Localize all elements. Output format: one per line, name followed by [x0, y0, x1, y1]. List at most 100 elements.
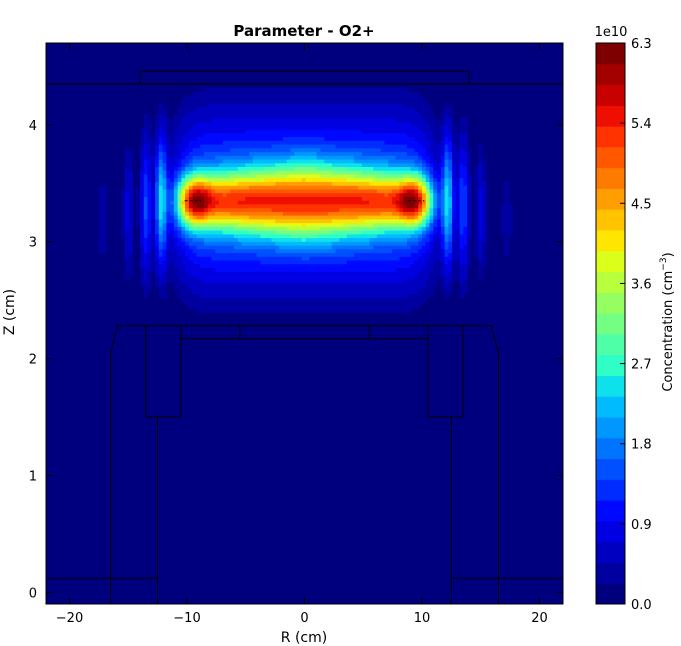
field-cell [459, 211, 464, 216]
field-cell [335, 278, 340, 283]
field-cell [452, 185, 457, 190]
field-cell [215, 211, 220, 216]
field-cell [343, 271, 348, 276]
field-cell [399, 282, 404, 287]
field-cell [440, 259, 446, 265]
field-cell [237, 271, 243, 276]
field-cell [177, 207, 182, 212]
field-cell [181, 188, 186, 194]
field-cell [282, 282, 288, 287]
field-cell [177, 129, 182, 134]
field-cell [267, 263, 273, 268]
field-cell [222, 286, 228, 291]
field-cell [350, 162, 355, 168]
field-cell [444, 162, 449, 168]
field-cell [331, 132, 337, 138]
field-cell [185, 282, 190, 287]
field-cell [391, 177, 397, 182]
field-cell [200, 297, 205, 302]
field-cell [241, 121, 246, 126]
field-cell [241, 147, 246, 153]
field-cell [376, 289, 382, 295]
field-cell [444, 143, 449, 149]
field-cell [196, 308, 201, 313]
field-cell [294, 192, 299, 197]
field-cell [162, 233, 167, 239]
field-cell [279, 196, 284, 201]
field-cell [350, 289, 355, 295]
field-cell [275, 181, 280, 186]
field-cell [350, 203, 355, 209]
field-cell [384, 129, 389, 134]
field-cell [365, 304, 370, 310]
field-cell [192, 207, 197, 212]
field-cell [312, 155, 318, 160]
field-cell [350, 147, 355, 153]
field-cell [403, 289, 408, 295]
field-cell [365, 114, 370, 119]
field-cell [474, 188, 479, 194]
field-cell [151, 143, 156, 149]
field-cell [384, 203, 389, 209]
field-cell [237, 200, 243, 205]
field-cell [297, 304, 303, 310]
field-cell [459, 293, 464, 298]
field-cell [222, 289, 228, 295]
field-cell [192, 185, 197, 190]
field-cell [418, 207, 423, 212]
field-cell [324, 114, 329, 119]
field-cell [328, 230, 333, 235]
field-cell [414, 286, 419, 291]
field-cell [275, 110, 280, 115]
field-cell [380, 173, 385, 179]
field-cell [173, 125, 179, 130]
field-cell [151, 147, 156, 153]
field-cell [218, 301, 224, 306]
field-cell [425, 237, 431, 242]
field-cell [241, 244, 246, 250]
field-cell [320, 136, 325, 141]
field-cell [151, 155, 156, 160]
field-cell [331, 237, 337, 242]
field-cell [155, 162, 160, 168]
field-cell [128, 166, 134, 171]
field-cell [346, 289, 352, 295]
field-cell [440, 143, 446, 149]
field-cell [406, 304, 412, 310]
field-cell [151, 177, 156, 182]
field-cell [234, 282, 239, 287]
field-cell [354, 158, 359, 164]
field-cell [290, 226, 295, 231]
field-cell [373, 121, 378, 126]
field-cell [440, 256, 446, 261]
field-cell [422, 151, 427, 156]
field-cell [455, 200, 461, 205]
field-cell [155, 200, 160, 205]
field-cell [425, 263, 431, 268]
field-cell [335, 99, 340, 104]
field-cell [124, 244, 130, 250]
field-cell [267, 259, 273, 265]
field-cell [256, 203, 261, 209]
field-cell [297, 293, 303, 298]
field-cell [452, 200, 457, 205]
field-cell [252, 211, 258, 216]
field-cell [147, 215, 152, 220]
field-cell [418, 162, 423, 168]
field-cell [230, 129, 235, 134]
field-cell [369, 256, 374, 261]
field-cell [463, 181, 468, 186]
field-cell [98, 203, 103, 209]
field-cell [245, 271, 250, 276]
field-cell [166, 121, 171, 126]
field-cell [452, 207, 457, 212]
field-cell [444, 248, 449, 254]
field-cell [433, 151, 438, 156]
field-cell [429, 289, 434, 295]
field-cell [316, 286, 322, 291]
field-cell [309, 106, 314, 111]
field-cell [406, 132, 412, 138]
field-cell [294, 170, 299, 175]
field-cell [467, 192, 472, 197]
field-cell [222, 173, 228, 179]
